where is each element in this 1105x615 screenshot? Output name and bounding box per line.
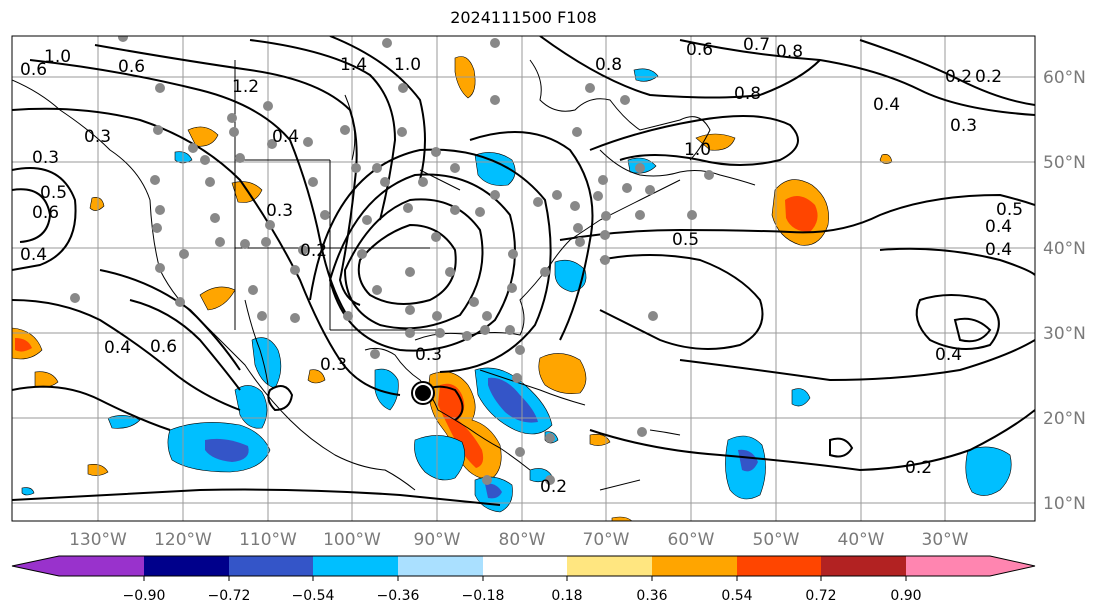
- contour-label: 0.6: [686, 40, 713, 60]
- colorbar-tick-label: −0.72: [208, 588, 251, 604]
- lon-tick-label: 30°W: [922, 530, 969, 550]
- lon-tick-label: 90°W: [414, 530, 461, 550]
- station-dots: [70, 36, 714, 485]
- colorbar-segment: [652, 556, 737, 576]
- contour-label: 0.4: [873, 95, 900, 115]
- lon-tick-label: 80°W: [499, 530, 546, 550]
- colorbar-segment: [737, 556, 821, 576]
- contour-label: 0.3: [415, 345, 442, 365]
- colorbar-segment: [59, 556, 144, 576]
- lon-tick-label: 60°W: [668, 530, 715, 550]
- contour-label: 0.4: [935, 345, 962, 365]
- colorbar-segment: [906, 556, 990, 576]
- contour-label: 0.2: [945, 67, 972, 87]
- lat-tick-label: 30°N: [1043, 324, 1086, 344]
- colorbar-tick-label: −0.36: [377, 588, 420, 604]
- lat-tick-label: 60°N: [1043, 68, 1086, 88]
- contour-label: 0.4: [104, 338, 131, 358]
- contour-label: 0.6: [150, 337, 177, 357]
- contour-label: 0.6: [20, 60, 47, 80]
- contour-label: 0.8: [595, 55, 622, 75]
- lat-tick-label: 40°N: [1043, 239, 1086, 259]
- contour-label: 1.0: [684, 140, 711, 160]
- lon-tick-labels: 130°W 120°W 110°W 100°W 90°W 80°W 70°W 6…: [69, 530, 969, 550]
- contour-label: 0.4: [20, 245, 47, 265]
- contour-label: 0.2: [300, 241, 327, 261]
- contour-label: 0.5: [996, 200, 1023, 220]
- contour-label: 1.2: [232, 77, 259, 97]
- contour-label: 0.3: [950, 116, 977, 136]
- map-frame: [11, 35, 1036, 522]
- colorbar-tick-label: 0.54: [721, 588, 752, 604]
- colorbar-segment: [821, 556, 906, 576]
- colorbar: −0.90 −0.72 −0.54 −0.36 −0.18 0.18 0.36 …: [11, 555, 1036, 604]
- lon-tick-label: 100°W: [323, 530, 381, 550]
- contour-label: 0.2: [905, 458, 932, 478]
- graticule: [12, 36, 1035, 521]
- colorbar-tick-label: −0.18: [462, 588, 505, 604]
- contour-label: 0.2: [975, 67, 1002, 87]
- colorbar-tick-label: 0.36: [636, 588, 667, 604]
- contour-lines: [12, 36, 1035, 506]
- contour-label: 0.2: [540, 477, 567, 497]
- colorbar-tick-label: 0.90: [890, 588, 921, 604]
- lat-tick-labels: 60°N 50°N 40°N 30°N 20°N 10°N: [1043, 68, 1086, 514]
- colorbar-tick-label: −0.90: [123, 588, 166, 604]
- colorbar-segment: [567, 556, 652, 576]
- shaded-field: [12, 56, 1012, 521]
- contour-label: 1.0: [394, 55, 421, 75]
- colorbar-segment: [313, 556, 398, 576]
- map-panel: 0.6 0.7 0.8 0.8 0.4 0.3 0.2 1.0 0.6 0.3 …: [12, 35, 1035, 521]
- contour-label: 1.0: [44, 47, 71, 67]
- storm-marker: [411, 381, 435, 405]
- contour-label: 0.3: [266, 201, 293, 221]
- lon-tick-label: 70°W: [583, 530, 630, 550]
- contour-label: 0.8: [734, 84, 761, 104]
- colorbar-extend-low: [12, 556, 59, 576]
- lon-tick-label: 110°W: [239, 530, 297, 550]
- contour-label: 0.4: [985, 217, 1012, 237]
- contour-label: 0.5: [672, 230, 699, 250]
- lon-tick-label: 130°W: [69, 530, 127, 550]
- lon-tick-label: 120°W: [154, 530, 212, 550]
- lat-tick-label: 20°N: [1043, 409, 1086, 429]
- map-title: 2024111500 F108: [450, 8, 597, 27]
- contour-label: 0.4: [272, 127, 299, 147]
- colorbar-extend-high: [990, 556, 1035, 576]
- contour-label: 1.4: [340, 55, 367, 75]
- lat-tick-label: 10°N: [1043, 494, 1086, 514]
- contour-labels: 0.6 0.7 0.8 0.8 0.4 0.3 0.2 1.0 0.6 0.3 …: [20, 35, 1023, 497]
- contour-label: 0.7: [743, 35, 770, 55]
- contour-label: 0.3: [320, 355, 347, 375]
- colorbar-tick-label: 0.18: [551, 588, 582, 604]
- contour-label: 0.3: [84, 127, 111, 147]
- lon-tick-label: 40°W: [838, 530, 885, 550]
- colorbar-segment: [144, 556, 229, 576]
- contour-label: 0.5: [40, 183, 67, 203]
- colorbar-tick-label: 0.72: [805, 588, 836, 604]
- contour-label: 0.6: [118, 57, 145, 77]
- lat-tick-label: 50°N: [1043, 153, 1086, 173]
- colorbar-segment: [229, 556, 313, 576]
- lon-tick-label: 50°W: [753, 530, 800, 550]
- colorbar-segment: [398, 556, 483, 576]
- colorbar-segment: [483, 556, 567, 576]
- contour-label: 0.6: [32, 203, 59, 223]
- contour-label: 0.4: [985, 240, 1012, 260]
- colorbar-tick-label: −0.54: [292, 588, 335, 604]
- contour-label: 0.3: [32, 148, 59, 168]
- contour-label: 0.8: [776, 42, 803, 62]
